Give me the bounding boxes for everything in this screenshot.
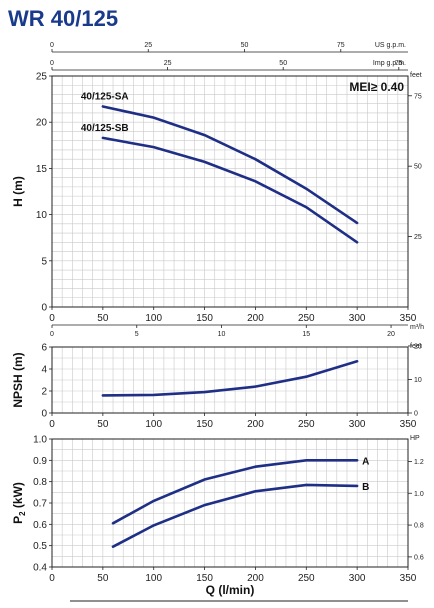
head-right-tick-label: 25 [414, 234, 422, 241]
head-m3h-tick-label: 20 [387, 331, 395, 338]
power-y-tick-label: 0.6 [33, 520, 47, 531]
head-m3h-axis-unit: m³/h [410, 324, 424, 331]
npsh-x-tick-label: 350 [400, 419, 417, 430]
head-top-tick-label: 0 [50, 42, 54, 49]
power-x-tick-label: 150 [196, 573, 213, 584]
power-x-tick-label: 300 [349, 573, 366, 584]
head-x-tick-label: 250 [298, 313, 315, 324]
npsh-right-tick-label: 20 [414, 343, 422, 350]
npsh-y-tick-label: 0 [41, 409, 47, 420]
head-x-tick-label: 150 [196, 313, 213, 324]
head-y-tick-label: 20 [36, 118, 48, 129]
npsh-series-npsh [101, 360, 359, 397]
head-top-tick-label: 75 [395, 60, 403, 67]
power-y-axis-title: P2 (kW) [11, 482, 27, 524]
head-y-axis-title: H (m) [11, 176, 25, 207]
head-series-40/125-SA [101, 105, 359, 225]
head-right-axis-unit: feet [410, 72, 422, 79]
head-top-tick-label: 50 [279, 60, 287, 67]
power-y-tick-label: 0.8 [33, 477, 47, 488]
head-top-tick-label: 25 [144, 42, 152, 49]
power-y-tick-label: 0.4 [33, 563, 47, 574]
head-m3h-tick-label: 10 [218, 331, 226, 338]
power-series-label: A [362, 456, 369, 467]
power-x-tick-label: 350 [400, 573, 417, 584]
power-y-tick-label: 0.9 [33, 456, 47, 467]
npsh-right-tick-label: 10 [414, 377, 422, 384]
power-y-tick-label: 1.0 [33, 435, 47, 446]
head-x-tick-label: 100 [145, 313, 162, 324]
head-series-label: 40/125-SB [81, 123, 129, 134]
head-x-tick-label: 50 [97, 313, 109, 324]
power-series-label: B [362, 482, 369, 493]
power-x-tick-label: 200 [247, 573, 264, 584]
chart-title: WR 40/125 [8, 6, 118, 31]
head-x-tick-label: 200 [247, 313, 264, 324]
head-m3h-tick-label: 5 [135, 331, 139, 338]
npsh-x-tick-label: 50 [97, 419, 109, 430]
power-series-B [111, 483, 359, 548]
head-top-tick-label: 75 [337, 42, 345, 49]
head-mei-badge: MEI≥ 0.40 [349, 80, 404, 94]
npsh-y-tick-label: 6 [41, 343, 47, 354]
head-x-tick-label: 0 [49, 313, 55, 324]
power-series-A [111, 459, 359, 525]
npsh-grid [51, 346, 409, 414]
head-x-tick-label: 300 [349, 313, 366, 324]
head-x-tick-label: 350 [400, 313, 417, 324]
head-y-tick-label: 5 [41, 256, 47, 267]
head-series-40/125-SB [101, 136, 359, 244]
power-x-tick-label: 100 [145, 573, 162, 584]
power-right-tick-label: 1.0 [414, 491, 424, 498]
power-x-tick-label: 0 [49, 573, 55, 584]
npsh-y-tick-label: 2 [41, 387, 47, 398]
head-top-axis-unit: Imp g.p.m. [373, 60, 406, 67]
head-series-label: 40/125-SA [81, 91, 129, 102]
head-top-tick-label: 50 [241, 42, 249, 49]
head-frame [51, 75, 409, 308]
head-m3h-tick-label: 15 [302, 331, 310, 338]
npsh-x-tick-label: 150 [196, 419, 213, 430]
npsh-y-tick-label: 4 [41, 365, 47, 376]
head-y-tick-label: 15 [36, 164, 48, 175]
panel-power: 0.4 0.5 0.6 0.7 0.8 0.9 1.0 0 50 100 150 200 250 300 3… [11, 435, 424, 602]
power-y-tick-label: 0.7 [33, 499, 47, 510]
power-right-tick-label: 0.8 [414, 523, 424, 530]
npsh-right-axis-unit: feet [410, 343, 422, 350]
power-right-axis-unit: HP [410, 435, 420, 442]
head-top-tick-label: 0 [50, 60, 54, 67]
npsh-x-tick-label: 100 [145, 419, 162, 430]
power-right-tick-label: 1.2 [414, 459, 424, 466]
power-x-tick-label: 250 [298, 573, 315, 584]
head-top-axis-unit: US g.p.m. [375, 42, 406, 49]
head-m3h-tick-label: 0 [50, 331, 54, 338]
head-y-tick-label: 25 [36, 72, 48, 83]
power-x-tick-label: 50 [97, 573, 109, 584]
npsh-x-tick-label: 200 [247, 419, 264, 430]
head-right-tick-label: 75 [414, 93, 422, 100]
power-y-tick-label: 0.5 [33, 541, 47, 552]
npsh-x-tick-label: 0 [49, 419, 55, 430]
head-y-tick-label: 0 [41, 303, 47, 314]
power-grid [51, 438, 409, 568]
npsh-right-tick-label: 0 [414, 411, 418, 418]
npsh-x-tick-label: 300 [349, 419, 366, 430]
head-y-tick-label: 10 [36, 210, 48, 221]
npsh-x-tick-label: 250 [298, 419, 315, 430]
npsh-y-axis-title: NPSH (m) [11, 352, 25, 407]
power-right-tick-label: 0.6 [414, 554, 424, 561]
head-grid [51, 75, 409, 308]
npsh-frame [51, 346, 409, 414]
head-right-tick-label: 50 [414, 164, 422, 171]
power-x-axis-title: Q (l/min) [206, 583, 255, 597]
head-top-tick-label: 25 [164, 60, 172, 67]
